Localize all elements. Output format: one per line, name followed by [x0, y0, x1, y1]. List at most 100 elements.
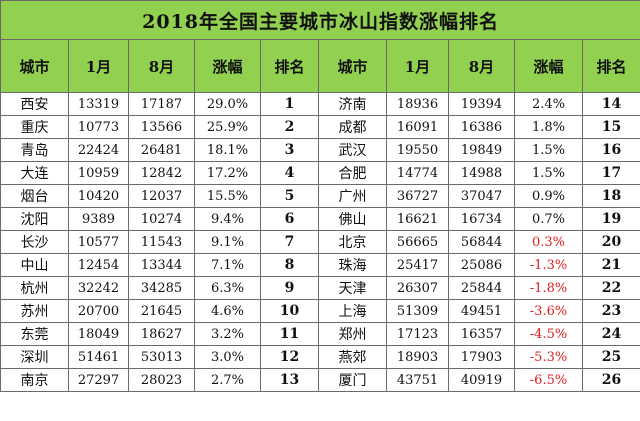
left-rank-cell: 9 — [260, 276, 319, 300]
left-aug-cell: 53013 — [128, 345, 195, 369]
right-aug-cell: 16357 — [448, 322, 515, 346]
right-rank-cell: 16 — [581, 138, 640, 162]
right-change-cell: 0.7% — [514, 207, 583, 231]
table-row: 长沙 10577 11543 9.1% 7 北京 56665 56844 0.3% 20 — [0, 230, 640, 254]
left-jan-cell: 18049 — [68, 322, 129, 346]
right-aug-cell: 16386 — [448, 115, 515, 139]
left-aug-cell: 13344 — [128, 253, 195, 277]
table-row: 烟台 10420 12037 15.5% 5 广州 36727 37047 0.9% 18 — [0, 184, 640, 208]
header-city-left: 城市 — [0, 39, 69, 93]
right-aug-cell: 56844 — [448, 230, 515, 254]
right-rank-cell: 22 — [581, 276, 640, 300]
right-jan-cell: 25417 — [386, 253, 449, 277]
left-change-cell: 4.6% — [194, 299, 261, 323]
left-aug-cell: 34285 — [128, 276, 195, 300]
right-rank-cell: 20 — [581, 230, 640, 254]
right-city-cell: 燕郊 — [318, 345, 387, 369]
left-rank-cell: 13 — [260, 368, 319, 392]
right-city-cell: 北京 — [318, 230, 387, 254]
left-city-cell: 大连 — [0, 161, 69, 185]
right-aug-cell: 49451 — [448, 299, 515, 323]
right-city-cell: 天津 — [318, 276, 387, 300]
left-city-cell: 西安 — [0, 92, 69, 116]
left-change-cell: 7.1% — [194, 253, 261, 277]
table-row: 重庆 10773 13566 25.9% 2 成都 16091 16386 1.8% 15 — [0, 115, 640, 139]
table-row: 中山 12454 13344 7.1% 8 珠海 25417 25086 -1.3% 21 — [0, 253, 640, 277]
right-jan-cell: 14774 — [386, 161, 449, 185]
left-city-cell: 深圳 — [0, 345, 69, 369]
right-jan-cell: 56665 — [386, 230, 449, 254]
left-rank-cell: 1 — [260, 92, 319, 116]
left-aug-cell: 28023 — [128, 368, 195, 392]
right-change-cell: -1.8% — [514, 276, 583, 300]
right-city-cell: 武汉 — [318, 138, 387, 162]
left-city-cell: 苏州 — [0, 299, 69, 323]
right-rank-cell: 24 — [581, 322, 640, 346]
left-change-cell: 6.3% — [194, 276, 261, 300]
table-row: 大连 10959 12842 17.2% 4 合肥 14774 14988 1.5% 17 — [0, 161, 640, 185]
left-city-cell: 青岛 — [0, 138, 69, 162]
right-rank-cell: 17 — [581, 161, 640, 185]
header-jan-right: 1月 — [386, 39, 449, 93]
left-city-cell: 沈阳 — [0, 207, 69, 231]
right-rank-cell: 15 — [581, 115, 640, 139]
left-aug-cell: 13566 — [128, 115, 195, 139]
right-city-cell: 郑州 — [318, 322, 387, 346]
left-jan-cell: 20700 — [68, 299, 129, 323]
left-city-cell: 中山 — [0, 253, 69, 277]
right-rank-cell: 19 — [581, 207, 640, 231]
right-city-cell: 上海 — [318, 299, 387, 323]
right-jan-cell: 17123 — [386, 322, 449, 346]
right-rank-cell: 14 — [581, 92, 640, 116]
right-jan-cell: 19550 — [386, 138, 449, 162]
right-jan-cell: 16621 — [386, 207, 449, 231]
right-aug-cell: 25086 — [448, 253, 515, 277]
left-city-cell: 长沙 — [0, 230, 69, 254]
left-jan-cell: 22424 — [68, 138, 129, 162]
left-jan-cell: 27297 — [68, 368, 129, 392]
left-aug-cell: 18627 — [128, 322, 195, 346]
right-change-cell: 0.3% — [514, 230, 583, 254]
right-change-cell: 2.4% — [514, 92, 583, 116]
left-jan-cell: 12454 — [68, 253, 129, 277]
right-change-cell: 1.5% — [514, 138, 583, 162]
left-jan-cell: 13319 — [68, 92, 129, 116]
column-header-row: 城市 1月 8月 涨幅 排名 城市 1月 8月 涨幅 排名 — [0, 39, 640, 93]
left-aug-cell: 12037 — [128, 184, 195, 208]
left-change-cell: 25.9% — [194, 115, 261, 139]
table-row: 苏州 20700 21645 4.6% 10 上海 51309 49451 -3.6% 23 — [0, 299, 640, 323]
left-jan-cell: 10959 — [68, 161, 129, 185]
city-index-ranking-table: 2018年全国主要城市冰山指数涨幅排名 城市 1月 8月 涨幅 排名 城市 1月… — [0, 0, 640, 392]
right-change-cell: -6.5% — [514, 368, 583, 392]
left-jan-cell: 51461 — [68, 345, 129, 369]
right-change-cell: 1.8% — [514, 115, 583, 139]
right-change-cell: -1.3% — [514, 253, 583, 277]
header-aug-left: 8月 — [128, 39, 195, 93]
right-jan-cell: 18936 — [386, 92, 449, 116]
left-aug-cell: 26481 — [128, 138, 195, 162]
right-aug-cell: 19849 — [448, 138, 515, 162]
left-aug-cell: 12842 — [128, 161, 195, 185]
right-city-cell: 广州 — [318, 184, 387, 208]
left-change-cell: 17.2% — [194, 161, 261, 185]
header-rank-left: 排名 — [260, 39, 319, 93]
left-rank-cell: 3 — [260, 138, 319, 162]
left-jan-cell: 10773 — [68, 115, 129, 139]
right-city-cell: 珠海 — [318, 253, 387, 277]
right-city-cell: 合肥 — [318, 161, 387, 185]
left-aug-cell: 11543 — [128, 230, 195, 254]
right-change-cell: 0.9% — [514, 184, 583, 208]
left-jan-cell: 10420 — [68, 184, 129, 208]
header-jan-left: 1月 — [68, 39, 129, 93]
right-jan-cell: 16091 — [386, 115, 449, 139]
left-change-cell: 18.1% — [194, 138, 261, 162]
right-change-cell: -4.5% — [514, 322, 583, 346]
table-row: 南京 27297 28023 2.7% 13 厦门 43751 40919 -6.5% 26 — [0, 368, 640, 392]
right-jan-cell: 43751 — [386, 368, 449, 392]
right-rank-cell: 23 — [581, 299, 640, 323]
right-rank-cell: 18 — [581, 184, 640, 208]
right-change-cell: -3.6% — [514, 299, 583, 323]
header-change-right: 涨幅 — [514, 39, 583, 93]
right-jan-cell: 18903 — [386, 345, 449, 369]
right-rank-cell: 21 — [581, 253, 640, 277]
